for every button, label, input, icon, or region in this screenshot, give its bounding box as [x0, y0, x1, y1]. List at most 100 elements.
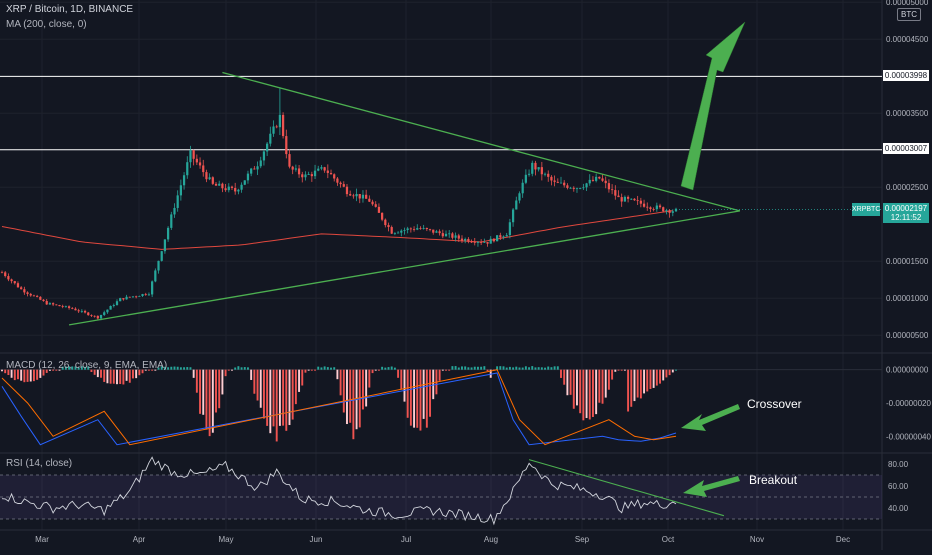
breakout-arrow-main: [680, 21, 746, 191]
macd-bar: [278, 369, 281, 426]
candle: [483, 238, 486, 243]
macd-bar: [390, 366, 393, 370]
macd-bar: [195, 369, 198, 393]
macd-bar: [521, 367, 524, 370]
macd-bar: [620, 369, 623, 371]
x-tick-label: Nov: [750, 535, 764, 544]
macd-bar: [550, 367, 553, 370]
crossover-arrow: [681, 404, 740, 431]
currency-badge[interactable]: BTC: [897, 8, 921, 21]
candle: [569, 186, 572, 189]
candle: [205, 169, 208, 183]
candle: [128, 296, 131, 298]
macd-legend: MACD (12, 26, close, 9, EMA, EMA): [6, 360, 168, 371]
macd-bar: [537, 367, 540, 370]
candle: [349, 190, 352, 196]
macd-bar: [406, 369, 409, 418]
macd-bar: [208, 369, 211, 437]
macd-bar: [652, 369, 655, 388]
candle: [646, 202, 649, 211]
candle: [336, 177, 339, 186]
candle: [345, 183, 349, 197]
candle: [294, 164, 297, 172]
macd-bar: [576, 369, 578, 406]
macd-bar: [84, 366, 87, 370]
macd-bar: [636, 369, 639, 398]
candle: [55, 304, 58, 306]
macd-bar: [7, 369, 10, 376]
x-tick-label: Dec: [836, 535, 850, 544]
candle: [163, 239, 167, 254]
candle: [563, 180, 566, 188]
candle: [601, 174, 604, 182]
macd-bar: [192, 369, 195, 378]
macd-bar: [64, 366, 67, 370]
candle: [655, 202, 658, 212]
y-tick-label: 0.00001000: [886, 294, 929, 303]
candle: [304, 171, 307, 181]
candle: [67, 305, 71, 310]
candle: [518, 191, 521, 204]
macd-bar: [266, 369, 269, 426]
macd-bar: [272, 369, 275, 427]
candle: [358, 193, 361, 204]
macd-bar: [173, 366, 176, 370]
candle: [662, 206, 665, 213]
candle: [61, 304, 64, 309]
candle: [58, 304, 61, 307]
macd-bar: [23, 369, 26, 383]
macd-bar: [540, 367, 543, 370]
price-tag-value: 0.00002197: [884, 204, 928, 213]
macd-bar: [445, 369, 447, 371]
macd-bar: [512, 367, 515, 370]
macd-bar: [461, 366, 463, 370]
candle: [451, 232, 454, 240]
candle: [387, 222, 390, 232]
y-tick-label: 0.00004500: [886, 35, 929, 44]
candle: [342, 181, 345, 188]
candle: [668, 208, 671, 218]
candle: [633, 198, 636, 201]
candle: [371, 199, 374, 206]
macd-bar: [649, 369, 652, 390]
macd-bar: [176, 366, 179, 370]
macd-bar: [317, 366, 320, 370]
candle: [406, 226, 409, 234]
candle: [355, 188, 358, 202]
candle: [396, 231, 400, 234]
candle: [51, 302, 55, 307]
macd-bar: [371, 369, 374, 374]
candle: [457, 233, 460, 242]
macd-bar: [480, 366, 483, 370]
candle: [135, 295, 138, 299]
candle: [620, 193, 623, 207]
candle: [499, 232, 502, 240]
candle: [610, 184, 614, 195]
x-tick-label: Sep: [575, 535, 590, 544]
macd-bar: [285, 369, 288, 431]
macd-bar: [112, 369, 115, 384]
macd-bar: [218, 369, 221, 409]
macd-bar: [563, 369, 566, 385]
rsi-tick-label: 60.00: [888, 482, 909, 491]
candle: [313, 164, 317, 179]
candle: [470, 239, 473, 244]
macd-bar: [464, 366, 467, 370]
macd-bar: [671, 369, 674, 373]
candle: [218, 180, 221, 186]
macd-bar: [508, 366, 511, 370]
candle: [658, 203, 662, 209]
candle: [527, 169, 531, 177]
macd-bar: [250, 369, 253, 380]
macd-bar: [531, 366, 534, 370]
candle: [269, 126, 272, 147]
macd-bar: [486, 369, 489, 371]
macd-bar: [52, 369, 55, 371]
macd-bar: [505, 367, 508, 370]
symbol-tag-text: XRPBTC: [852, 206, 881, 213]
candle: [642, 199, 646, 208]
macd-bar: [627, 369, 630, 412]
y-tick-label: 0.00003500: [886, 109, 929, 118]
macd-bar: [601, 369, 604, 404]
